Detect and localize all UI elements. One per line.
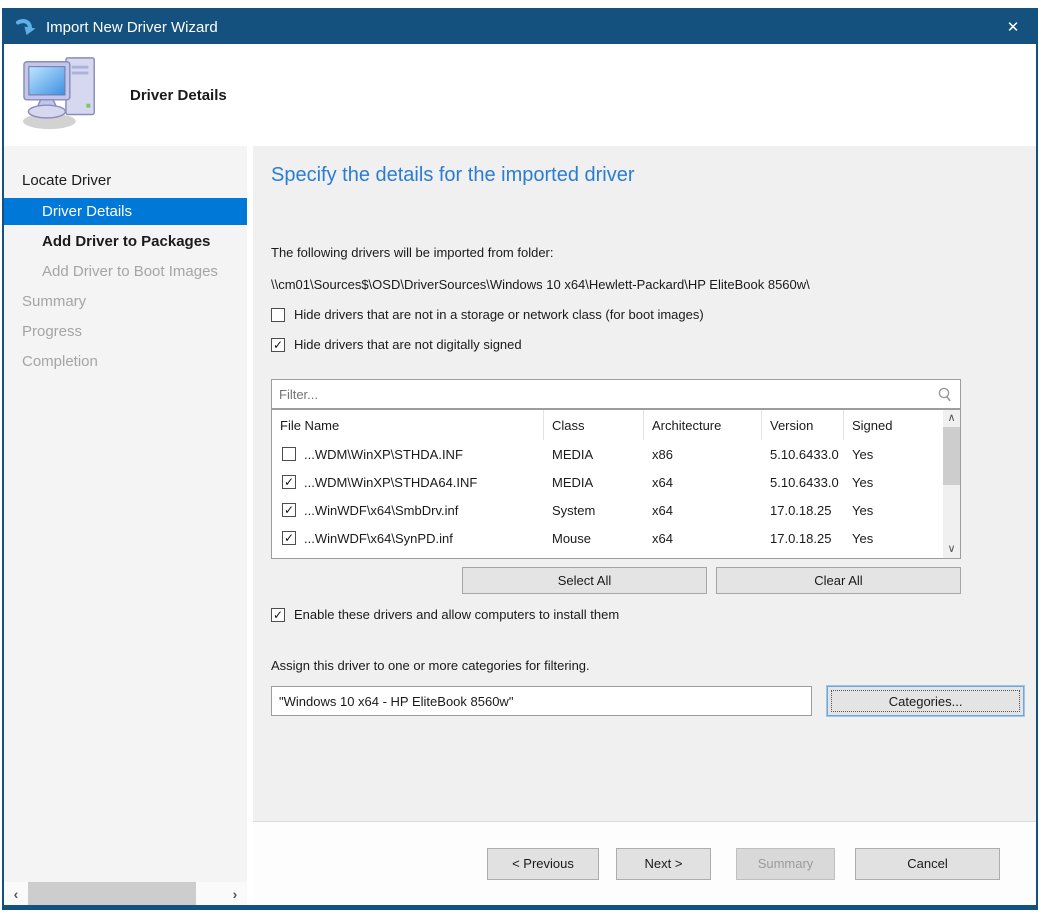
sidebar-item-summary: Summary — [22, 293, 87, 310]
table-row[interactable]: ✓ ...WinWDF\x64\SynPD.inf Mouse x64 17.0.… — [272, 524, 943, 552]
wizard-header: Driver Details — [4, 44, 1036, 146]
column-header-version[interactable]: Version — [762, 410, 844, 440]
filter-box — [271, 379, 961, 409]
sidebar-item-driver-details: Driver Details — [4, 198, 247, 225]
cell-version: 17.0.18.25 — [770, 502, 832, 518]
table-header-row: File Name Class Architecture Version Sig… — [272, 410, 943, 440]
cell-version: 5.10.6433.0 — [770, 446, 839, 462]
categories-button[interactable]: Categories... — [827, 686, 1024, 716]
column-header-signed[interactable]: Signed — [852, 417, 893, 433]
row-checkbox[interactable]: ✓ — [282, 503, 296, 517]
column-header-architecture[interactable]: Architecture — [644, 410, 762, 440]
hide-storage-label: Hide drivers that are not in a storage o… — [294, 307, 704, 322]
cell-file-name: ...WDM\WinXP\STHDA64.INF — [304, 474, 478, 490]
page-title: Driver Details — [130, 86, 227, 104]
wizard-body: Locate Driver Driver Details Add Driver … — [4, 146, 1036, 905]
row-checkbox[interactable]: ✓ — [282, 475, 296, 489]
sidebar-item-completion: Completion — [22, 353, 98, 370]
hide-unsigned-checkbox[interactable]: ✓ — [271, 337, 285, 352]
main-content: Specify the details for the imported dri… — [253, 146, 1036, 821]
sidebar-horizontal-scrollbar[interactable]: ‹ › — [4, 882, 247, 905]
drivers-table: File Name Class Architecture Version Sig… — [271, 409, 961, 559]
category-input[interactable] — [271, 686, 813, 716]
computer-icon — [20, 53, 106, 138]
table-row[interactable]: ✓ ...WDM\WinXP\STHDA64.INF MEDIA x64 5.10… — [272, 468, 943, 496]
import-folder-path: \\cm01\Sources$\OSD\DriverSources\Window… — [271, 277, 810, 292]
summary-button: Summary — [736, 847, 835, 880]
hide-storage-row: Hide drivers that are not in a storage o… — [271, 307, 1024, 322]
previous-button[interactable]: < Previous — [487, 847, 599, 880]
next-button[interactable]: Next > — [616, 847, 711, 880]
cell-architecture: x86 — [652, 446, 673, 462]
cell-architecture: x64 — [652, 502, 673, 518]
sidebar-item-add-driver-to-packages: Add Driver to Packages — [42, 233, 211, 250]
search-icon — [938, 387, 951, 401]
table-row[interactable]: ✓ ...WinWDF\x64\SmbDrv.inf System x64 17.… — [272, 496, 943, 524]
row-checkbox[interactable] — [282, 447, 296, 461]
cell-class: MEDIA — [552, 446, 594, 462]
select-all-button[interactable]: Select All — [462, 567, 707, 594]
filter-input[interactable] — [279, 386, 936, 402]
cell-version: 17.0.18.25 — [770, 530, 832, 546]
cell-architecture: x64 — [652, 530, 673, 546]
sidebar-item-add-driver-to-boot-images: Add Driver to Boot Images — [42, 263, 218, 280]
scrollbar-thumb[interactable] — [28, 882, 196, 905]
hide-storage-checkbox[interactable] — [271, 307, 285, 322]
cell-class: System — [552, 502, 596, 518]
category-row: Categories... — [271, 686, 1024, 716]
scroll-left-icon[interactable]: ‹ — [13, 885, 19, 902]
cell-signed: Yes — [852, 530, 874, 546]
cell-file-name: ...WinWDF\x64\SmbDrv.inf — [304, 502, 459, 518]
close-icon[interactable]: ✕ — [1006, 19, 1020, 36]
enable-drivers-label: Enable these drivers and allow computers… — [294, 607, 620, 622]
column-header-class[interactable]: Class — [544, 410, 644, 440]
content-heading: Specify the details for the imported dri… — [271, 164, 635, 186]
cell-class: Mouse — [552, 530, 592, 546]
wizard-steps-list: Locate Driver Driver Details Add Driver … — [4, 146, 247, 882]
selection-buttons-row: Select All Clear All — [271, 567, 961, 594]
wizard-footer: < Previous Next > Summary Cancel — [253, 821, 1036, 905]
scroll-up-icon[interactable]: ∧ — [947, 412, 956, 424]
sidebar-item-progress: Progress — [22, 323, 83, 340]
scrollbar-track[interactable] — [943, 427, 960, 541]
clear-all-button[interactable]: Clear All — [716, 567, 961, 594]
scroll-right-icon[interactable]: › — [232, 885, 238, 902]
scroll-down-icon[interactable]: ∨ — [947, 543, 956, 555]
wizard-steps-sidebar: Locate Driver Driver Details Add Driver … — [4, 146, 247, 905]
hide-unsigned-row: ✓ Hide drivers that are not digitally si… — [271, 337, 1024, 352]
enable-drivers-checkbox[interactable]: ✓ — [271, 607, 285, 622]
main-column: Specify the details for the imported dri… — [253, 146, 1036, 905]
cell-class: MEDIA — [552, 474, 594, 490]
assign-categories-label: Assign this driver to one or more catego… — [271, 658, 590, 673]
wizard-window: Import New Driver Wizard ✕ — [2, 8, 1038, 910]
import-arrow-icon — [16, 18, 36, 36]
import-folder-label: The following drivers will be imported f… — [271, 245, 554, 260]
sidebar-divider — [247, 146, 253, 905]
cell-version: 5.10.6433.0 — [770, 474, 839, 490]
enable-drivers-row: ✓ Enable these drivers and allow compute… — [271, 607, 1024, 622]
column-header-file-name[interactable]: File Name — [272, 410, 544, 440]
hide-unsigned-label: Hide drivers that are not digitally sign… — [294, 337, 522, 352]
table-row[interactable]: ...WDM\WinXP\STHDA.INF MEDIA x86 5.10.64… — [272, 440, 943, 468]
sidebar-item-locate-driver: Locate Driver — [22, 172, 112, 189]
row-checkbox[interactable]: ✓ — [282, 531, 296, 545]
scrollbar-track[interactable] — [28, 882, 223, 905]
cell-signed: Yes — [852, 446, 874, 462]
scrollbar-thumb[interactable] — [943, 427, 960, 485]
window-title: Import New Driver Wizard — [46, 18, 218, 36]
cell-signed: Yes — [852, 502, 874, 518]
cell-architecture: x64 — [652, 474, 673, 490]
cell-file-name: ...WinWDF\x64\SynPD.inf — [304, 530, 453, 546]
title-bar: Import New Driver Wizard ✕ — [4, 10, 1036, 44]
table-vertical-scrollbar[interactable]: ∧ ∨ — [943, 410, 960, 558]
cancel-button[interactable]: Cancel — [855, 847, 1000, 880]
cell-file-name: ...WDM\WinXP\STHDA.INF — [304, 446, 463, 462]
cell-signed: Yes — [852, 474, 874, 490]
drivers-table-grid: File Name Class Architecture Version Sig… — [272, 410, 943, 558]
